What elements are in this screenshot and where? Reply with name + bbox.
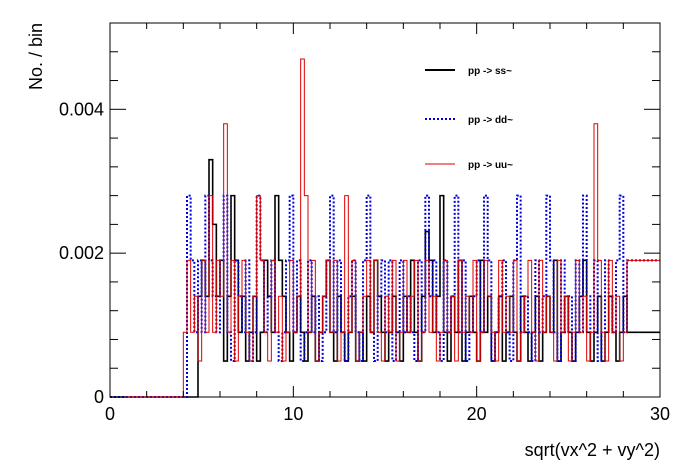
y-tick-label: 0.002 (59, 243, 104, 263)
x-tick-label: 10 (283, 404, 303, 424)
legend-label: pp -> ss~ (468, 66, 512, 77)
axis-layer: 0 10 20 30 0 0.002 0.004 (59, 23, 670, 424)
y-axis-title: No. / bin (26, 23, 46, 90)
legend-label: pp -> uu~ (468, 160, 513, 171)
x-tick-label: 0 (105, 404, 115, 424)
legend: pp -> ss~ pp -> dd~ pp -> uu~ (425, 66, 513, 171)
x-axis-title: sqrt(vx^2 + vy^2) (525, 440, 660, 460)
series-line-2 (110, 58, 660, 398)
y-tick-label: 0.004 (59, 99, 104, 119)
series-layer (110, 58, 660, 398)
x-tick-label: 30 (650, 404, 670, 424)
series-line-1 (110, 194, 660, 398)
x-tick-label: 20 (467, 404, 487, 424)
legend-label: pp -> dd~ (468, 115, 513, 126)
y-tick-label: 0 (94, 387, 104, 407)
